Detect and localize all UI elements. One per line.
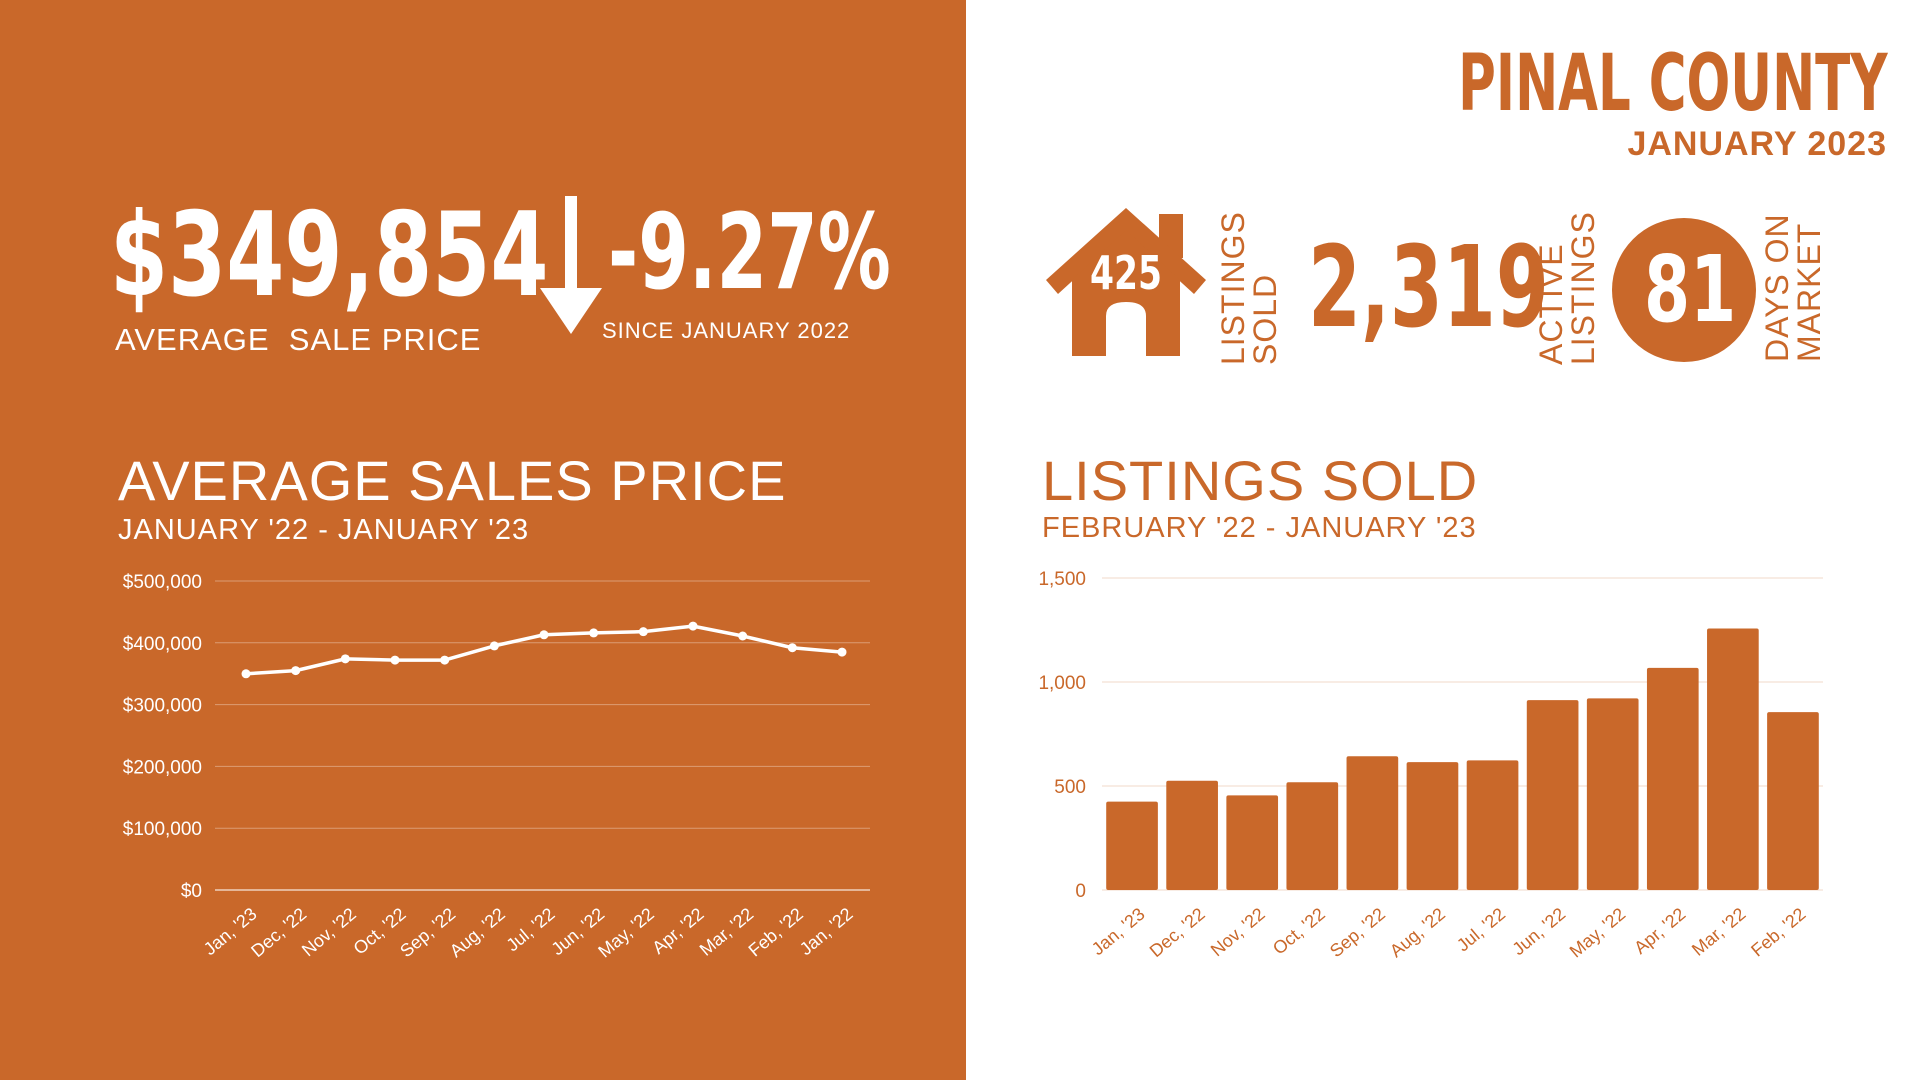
y-tick-label: 500 — [1054, 777, 1086, 798]
x-tick-label: Apr, '22 — [1630, 904, 1689, 958]
average-price-line-chart: $0 $100,000 $200,000 $300,000 $400,000 $500,0… — [123, 572, 870, 962]
down-arrow-icon — [540, 196, 602, 334]
y-tick-label: $0 — [181, 881, 202, 902]
bar — [1646, 667, 1699, 890]
y-tick-label: $500,000 — [123, 572, 202, 593]
data-point — [787, 643, 797, 653]
price-change-percent: -9.27% — [608, 191, 891, 313]
y-tick-label: 0 — [1075, 881, 1086, 902]
data-point — [241, 669, 251, 679]
data-point — [589, 628, 599, 638]
y-tick-label: $400,000 — [123, 634, 202, 655]
x-tick-label: Nov, '22 — [1207, 904, 1269, 961]
days-on-market-value: 81 — [1644, 236, 1737, 343]
active-listings-label-1: ACTIVE — [1533, 243, 1569, 365]
data-point — [837, 647, 847, 657]
bar — [1767, 712, 1819, 890]
data-point — [340, 654, 350, 664]
bar-chart-title: LISTINGS SOLD — [1042, 449, 1479, 512]
x-tick-label: Nov, '22 — [298, 904, 360, 961]
data-point — [738, 631, 748, 641]
x-tick-label: Aug, '22 — [446, 904, 509, 961]
y-tick-label: $300,000 — [123, 696, 202, 717]
county-title: PINAL COUNTY — [1458, 39, 1888, 129]
x-tick-label: Sep, '22 — [1326, 904, 1389, 961]
x-tick-label: Mar, '22 — [696, 904, 757, 960]
data-point — [390, 655, 400, 665]
x-tick-label: Jan, '23 — [1088, 904, 1149, 959]
bar — [1707, 628, 1759, 890]
x-tick-label: Sep, '22 — [396, 904, 459, 961]
listings-sold-label-1: LISTINGS — [1215, 211, 1251, 365]
x-tick-label: May, '22 — [594, 904, 658, 962]
bar — [1226, 795, 1279, 890]
data-point — [440, 655, 450, 665]
x-tick-label: Feb, '22 — [745, 904, 807, 961]
x-tick-label: Dec, '22 — [1146, 904, 1209, 961]
y-tick-label: 1,000 — [1038, 673, 1086, 694]
active-listings-label-2: LISTINGS — [1565, 211, 1601, 365]
days-on-market-label-2: MARKET — [1791, 222, 1827, 362]
bar — [1286, 782, 1339, 890]
bar — [1466, 760, 1519, 890]
bar — [1106, 801, 1158, 890]
x-tick-label: Oct, '22 — [1269, 904, 1329, 959]
y-tick-label: $100,000 — [123, 819, 202, 840]
data-point — [539, 630, 549, 640]
period-subtitle: JANUARY 2023 — [1627, 125, 1887, 163]
days-on-market-circle — [1612, 218, 1756, 362]
average-price-label: AVERAGE SALE PRICE — [115, 322, 482, 357]
house-icon — [1046, 208, 1206, 356]
x-tick-label: Jun, '22 — [1508, 904, 1569, 959]
y-tick-label: 1,500 — [1038, 569, 1086, 590]
listings-sold-label-2: SOLD — [1247, 273, 1283, 365]
price-change-label: SINCE JANUARY 2022 — [602, 318, 851, 343]
days-on-market-label-1: DAYS ON — [1759, 213, 1795, 362]
bar-chart-subtitle: FEBRUARY '22 - JANUARY '23 — [1042, 512, 1477, 544]
x-tick-label: Apr, '22 — [648, 904, 707, 958]
data-point — [291, 666, 301, 676]
listings-sold-value: 425 — [1090, 246, 1163, 300]
bar — [1586, 698, 1639, 890]
bar — [1526, 700, 1579, 890]
line-chart-subtitle: JANUARY '22 - JANUARY '23 — [118, 514, 530, 546]
data-point — [638, 627, 648, 637]
y-tick-label: $200,000 — [123, 757, 202, 778]
data-point — [489, 641, 499, 651]
x-tick-label: Aug, '22 — [1386, 904, 1449, 961]
bar — [1166, 780, 1218, 890]
x-tick-label: Dec, '22 — [247, 904, 310, 961]
left-panel — [0, 0, 966, 1080]
x-tick-label: Feb, '22 — [1747, 904, 1809, 961]
data-point — [688, 621, 698, 631]
line-chart-title: AVERAGE SALES PRICE — [118, 449, 787, 512]
x-tick-label: Mar, '22 — [1688, 904, 1749, 960]
right-panel — [966, 0, 1920, 1080]
x-tick-label: May, '22 — [1566, 904, 1630, 962]
x-tick-label: Jan, '22 — [796, 904, 857, 959]
average-price-value: $349,854 — [110, 188, 549, 323]
active-listings-value: 2,319 — [1308, 223, 1549, 353]
bar — [1406, 762, 1459, 890]
bar — [1346, 756, 1399, 890]
x-tick-label: Jul, '22 — [1453, 904, 1509, 956]
